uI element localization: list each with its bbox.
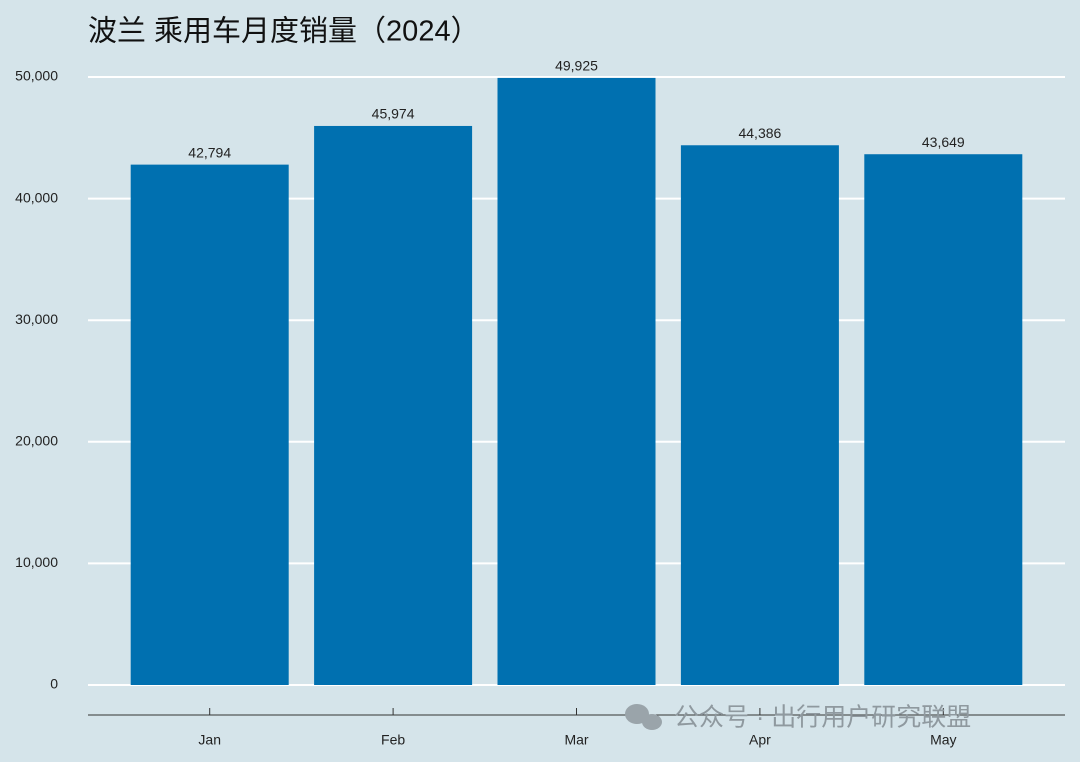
watermark: 公众号 · 出行用户研究联盟 <box>674 704 971 732</box>
x-tick-label: Mar <box>564 732 588 748</box>
y-tick-label: 50,000 <box>15 68 58 84</box>
bar <box>864 154 1023 686</box>
y-tick-label: 30,000 <box>15 311 58 327</box>
value-label: 44,386 <box>738 125 781 141</box>
watermark-icon <box>625 704 662 730</box>
value-label: 49,925 <box>555 58 598 74</box>
bar <box>680 145 839 685</box>
x-tick-label: Jan <box>198 732 221 748</box>
value-label: 45,974 <box>372 106 415 122</box>
x-tick-label: May <box>930 732 956 748</box>
y-tick-label: 10,000 <box>15 554 58 570</box>
bar <box>497 77 656 686</box>
bar <box>130 164 289 686</box>
x-tick-label: Feb <box>381 732 405 748</box>
y-tick-label: 40,000 <box>15 189 58 205</box>
y-tick-label: 0 <box>50 676 58 692</box>
x-tick-label: Apr <box>749 732 771 748</box>
bar <box>314 125 473 685</box>
y-tick-label: 20,000 <box>15 433 58 449</box>
value-label: 43,649 <box>922 134 965 150</box>
chart-title: 波兰 乘用车月度销量（2024） <box>88 15 480 48</box>
value-label: 42,794 <box>188 144 231 160</box>
